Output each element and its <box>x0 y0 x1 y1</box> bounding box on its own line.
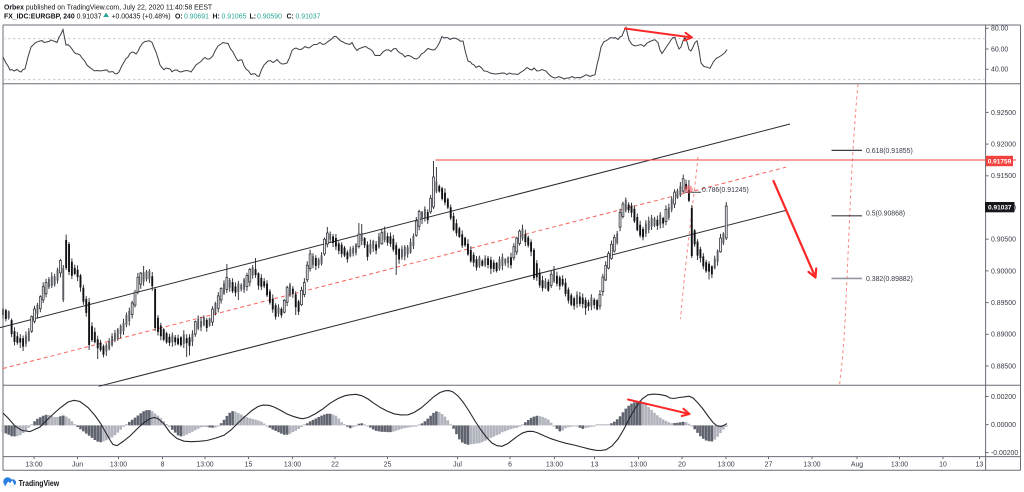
svg-text:0.92500: 0.92500 <box>991 110 1016 117</box>
svg-text:0.786(0.91245): 0.786(0.91245) <box>702 187 749 194</box>
svg-text:6: 6 <box>508 461 512 468</box>
svg-text:13: 13 <box>591 461 599 468</box>
svg-text:0.92000: 0.92000 <box>991 142 1016 149</box>
svg-text:0.00000: 0.00000 <box>991 422 1016 429</box>
svg-text:13:00: 13:00 <box>546 461 563 468</box>
svg-text:60.00: 60.00 <box>991 46 1008 53</box>
svg-text:Jun: Jun <box>72 461 83 468</box>
svg-text:0.5(0.90868): 0.5(0.90868) <box>866 210 905 217</box>
svg-text:8: 8 <box>161 461 165 468</box>
svg-text:+0.00435 (+0.48%): +0.00435 (+0.48%) <box>112 14 171 21</box>
svg-text:13:00: 13:00 <box>630 461 647 468</box>
svg-text:13:00: 13:00 <box>196 461 213 468</box>
svg-text:15: 15 <box>245 461 253 468</box>
svg-text:13:00: 13:00 <box>110 461 127 468</box>
svg-text:0.88500: 0.88500 <box>991 363 1016 370</box>
svg-text:Orbex published on TradingView: Orbex published on TradingView.com, July… <box>4 4 213 11</box>
svg-text:0.618(0.91855): 0.618(0.91855) <box>866 148 913 155</box>
svg-text:0.91759: 0.91759 <box>988 158 1012 165</box>
svg-text:25: 25 <box>384 461 392 468</box>
svg-text:13:00: 13:00 <box>891 461 908 468</box>
svg-text:13:00: 13:00 <box>284 461 301 468</box>
svg-text:0.90000: 0.90000 <box>991 268 1016 275</box>
svg-text:TradingView: TradingView <box>19 478 60 488</box>
svg-text:22: 22 <box>331 461 339 468</box>
svg-text:27: 27 <box>765 461 773 468</box>
svg-text:Aug: Aug <box>851 461 863 468</box>
svg-text:10: 10 <box>939 461 947 468</box>
svg-text:0.89500: 0.89500 <box>991 300 1016 307</box>
svg-text:0.00200: 0.00200 <box>991 394 1016 401</box>
svg-text:13:00: 13:00 <box>25 461 42 468</box>
svg-text:80.00: 80.00 <box>991 26 1008 33</box>
svg-text:40.00: 40.00 <box>991 67 1008 74</box>
svg-text:0.91037: 0.91037 <box>988 205 1012 212</box>
svg-text:0.91500: 0.91500 <box>991 173 1016 180</box>
svg-text:20: 20 <box>678 461 686 468</box>
svg-text:13:00: 13:00 <box>803 461 820 468</box>
svg-text:13:00: 13:00 <box>717 461 734 468</box>
svg-text:0.89000: 0.89000 <box>991 332 1016 339</box>
svg-text:13: 13 <box>976 461 984 468</box>
svg-text:Jul: Jul <box>453 461 462 468</box>
svg-text:FX_IDC:EURGBP, 240 0.91037: FX_IDC:EURGBP, 240 0.91037 <box>4 14 102 21</box>
svg-text:-0.00200: -0.00200 <box>991 450 1018 457</box>
svg-text:0.90500: 0.90500 <box>991 237 1016 244</box>
svg-text:0.382(0.89882): 0.382(0.89882) <box>866 276 913 283</box>
